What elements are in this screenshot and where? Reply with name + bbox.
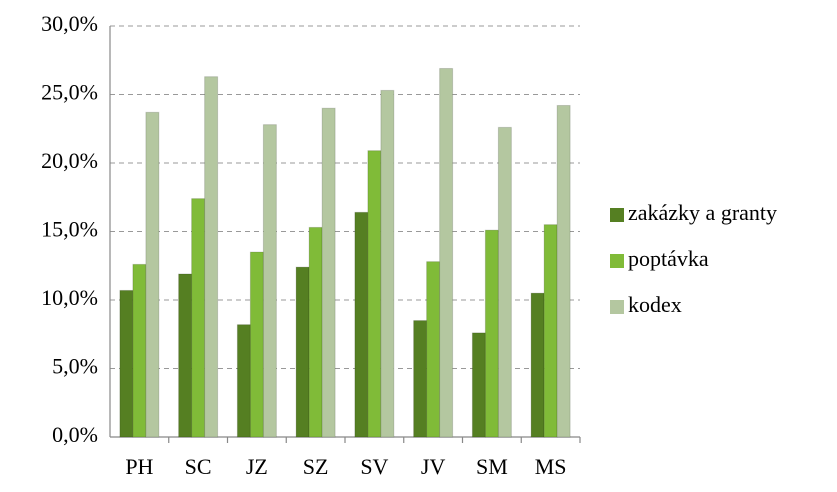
bar [204,76,219,438]
y-tick-label: 30,0% [41,11,98,36]
x-tick-label: PH [125,454,153,479]
x-tick-label: SM [476,454,508,479]
x-tick-label: SZ [303,454,329,479]
bar [178,273,193,438]
y-tick-label: 25,0% [41,80,98,105]
bar [262,124,277,438]
bar [367,150,382,438]
bar [132,263,147,438]
bar [308,226,323,438]
bar [497,126,512,438]
legend-swatch [610,208,624,222]
y-tick-label: 15,0% [41,217,98,242]
bar [321,107,336,438]
x-tick-label: JV [421,454,446,479]
y-tick-label: 20,0% [41,148,98,173]
bar [354,211,369,438]
bar [119,289,134,438]
bar [426,261,441,438]
bar [380,89,395,438]
bar [543,224,558,438]
legend-swatch [610,300,624,314]
bar [236,324,251,438]
legend-label: zakázky a granty [628,200,777,225]
bar [295,266,310,438]
bar [471,332,486,438]
bar [484,229,499,438]
y-tick-label: 10,0% [41,285,98,310]
legend-label: poptávka [628,246,709,271]
bar [145,111,160,438]
bar [439,67,454,438]
bar [556,104,571,438]
y-tick-label: 5,0% [52,354,98,379]
bar [249,251,264,438]
x-tick-label: JZ [246,454,268,479]
legend-swatch [610,254,624,268]
x-tick-label: SV [360,454,388,479]
x-tick-label: MS [535,454,567,479]
bar [191,198,206,438]
y-tick-label: 0,0% [52,422,98,447]
x-tick-label: SC [185,454,212,479]
bar [530,292,545,438]
legend-label: kodex [628,292,682,317]
bar [413,320,428,438]
